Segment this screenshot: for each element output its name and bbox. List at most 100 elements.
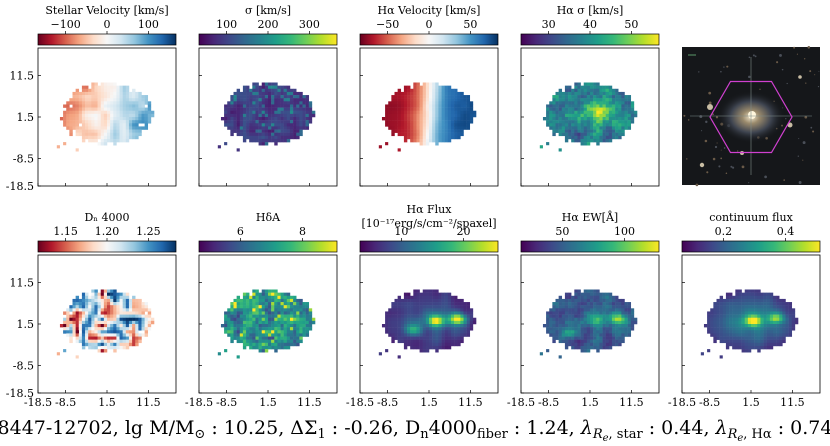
caption-dn-sub2: fiber [477, 427, 509, 442]
x-tick-label: -8.5 [377, 396, 398, 409]
ha-ew-colorbar-label: 50 [555, 225, 569, 238]
hdelta-colorbar-label: 6 [237, 225, 244, 238]
ha-ew-colorbar [520, 240, 660, 253]
panel-stellar-velocity: Stellar Velocity [km/s]−100 0 100 11.5 1.5 -8… [6, 4, 177, 193]
caption-lam1-sub: R [592, 427, 603, 442]
ha-velocity-colorbar [359, 33, 499, 46]
x-tick-label: -18.5 [185, 396, 213, 409]
ha-velocity-colorbar-label: 50 [463, 18, 477, 31]
hdelta-title: HδA [256, 211, 281, 224]
sigma-title: σ [km/s] [245, 4, 291, 17]
caption-mass-label: M/M [149, 417, 194, 439]
caption-plateifu: 8447-12702 [0, 417, 113, 439]
sdss-image-panel [682, 46, 820, 187]
x-tick-label: 11.5 [780, 396, 805, 409]
caption-lam1-label: λ [580, 417, 593, 439]
panel-hdelta: HδA 6 8 -18.5 -8.5 1.5 11.5 [185, 211, 338, 409]
ha-flux-title: Hα Flux [407, 203, 453, 216]
ha-flux-map [378, 289, 477, 359]
dn4000-colorbar-label: 1.25 [136, 225, 161, 238]
caption-lam2-value: : 0.74 [772, 417, 830, 439]
stellar-velocity-map [56, 82, 155, 152]
caption-dn-label2: 4000 [429, 417, 477, 439]
y-tick-label: -8.5 [13, 359, 34, 372]
caption-lam1-value: : 0.44, [643, 417, 716, 439]
x-tick-label: 1.5 [98, 396, 116, 409]
x-tick-label: -8.5 [699, 396, 720, 409]
continuum-title: continuum flux [709, 211, 793, 224]
dn4000-colorbar-label: 1.15 [53, 225, 78, 238]
caption-lam2-ha: , Hα [743, 427, 772, 442]
caption-lam2-label: λ [715, 417, 728, 439]
continuum-colorbar [681, 240, 821, 253]
continuum-colorbar-label: 0.4 [777, 225, 795, 238]
ha-sigma-map [539, 82, 638, 152]
ha-ew-colorbar-label: 100 [614, 225, 635, 238]
x-tick-label: 1.5 [420, 396, 438, 409]
x-tick-label: 11.5 [136, 396, 161, 409]
y-tick-label: -18.5 [6, 387, 34, 400]
y-tick-label: -18.5 [6, 180, 34, 193]
x-tick-label: -18.5 [24, 396, 52, 409]
panel-ha-flux: Hα Flux[10⁻¹⁷erg/s/cm⁻²/spaxel]10 20 -18.5… [346, 203, 499, 409]
x-tick-label: -18.5 [346, 396, 374, 409]
x-tick-label: 1.5 [742, 396, 760, 409]
ha-flux-colorbar [359, 240, 499, 253]
hdelta-colorbar-label: 8 [299, 225, 306, 238]
x-tick-label: -18.5 [507, 396, 535, 409]
stellar-velocity-colorbar-label: 0 [104, 18, 111, 31]
caption-lam1-subsub: e [603, 433, 609, 444]
ha-velocity-map [378, 82, 477, 152]
stellar-velocity-colorbar-label: −100 [50, 18, 80, 31]
y-tick-label: 11.5 [10, 70, 35, 83]
hdelta-colorbar [198, 240, 338, 253]
ha-velocity-colorbar-label: −50 [376, 18, 399, 31]
caption-lam2-subsub: e [737, 433, 743, 444]
ha-sigma-colorbar [520, 33, 660, 46]
ha-sigma-colorbar-label: 40 [583, 18, 597, 31]
panels-layer: Stellar Velocity [km/s]−100 0 10011.51.5-8… [6, 4, 821, 409]
panel-ha-sigma: Hα σ [km/s]30 40 50 [520, 4, 660, 187]
continuum-colorbar-label: 0.2 [715, 225, 733, 238]
x-tick-label: 11.5 [458, 396, 483, 409]
ha-sigma-colorbar-label: 30 [542, 18, 556, 31]
y-tick-label: 1.5 [17, 111, 35, 124]
panel-ha-ew: Hα EW[Å]50 100 -18.5 -8.5 1.5 11.5 [507, 210, 660, 409]
sigma-colorbar-label: 300 [299, 18, 320, 31]
x-tick-label: 1.5 [259, 396, 277, 409]
x-tick-label: -8.5 [538, 396, 559, 409]
continuum-map [700, 289, 799, 359]
caption-dn-value: : 1.24, [508, 417, 581, 439]
figure-caption: 8447-12702, lg M/M⊙ : 10.25, ΔΣ1 : -0.26… [0, 417, 830, 444]
stellar-velocity-colorbar [37, 33, 177, 46]
y-tick-label: 11.5 [10, 277, 35, 290]
ha-sigma-colorbar-label: 50 [624, 18, 638, 31]
x-tick-label: -8.5 [216, 396, 237, 409]
panel-ha-velocity: Hα Velocity [km/s]−50 0 50 [359, 4, 499, 187]
caption-sigma-sub: 1 [317, 427, 325, 442]
x-tick-label: 1.5 [581, 396, 599, 409]
caption-sigma-value: : -0.26, [326, 417, 405, 439]
galaxy-core [748, 111, 756, 119]
caption-mass-value: : 10.25, [205, 417, 290, 439]
sigma-colorbar [198, 33, 338, 46]
caption-dn-label: D [405, 417, 420, 439]
dn4000-colorbar-label: 1.20 [95, 225, 120, 238]
ha-sigma-title: Hα σ [km/s] [557, 4, 624, 17]
dn4000-title: Dₙ 4000 [84, 211, 129, 224]
ha-ew-title: Hα EW[Å] [562, 210, 618, 224]
ha-velocity-colorbar-label: 0 [426, 18, 433, 31]
x-tick-label: -8.5 [55, 396, 76, 409]
caption-dn-sub: n [420, 427, 429, 442]
ha-velocity-title: Hα Velocity [km/s] [378, 4, 481, 17]
ha-flux-colorbar-label: 10 [394, 225, 408, 238]
ifu-hexagon [709, 80, 793, 154]
x-tick-label: 11.5 [619, 396, 644, 409]
y-tick-label: -8.5 [13, 152, 34, 165]
x-tick-label: -18.5 [668, 396, 696, 409]
sigma-colorbar-label: 200 [258, 18, 279, 31]
caption-lg: lg [125, 417, 143, 439]
